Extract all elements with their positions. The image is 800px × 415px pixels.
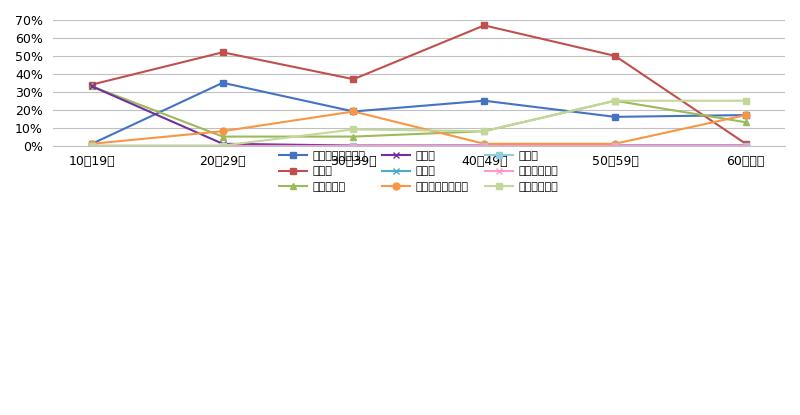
生活の利便性 bbox=[87, 143, 97, 148]
卒　業 bbox=[479, 143, 489, 148]
卒　業 bbox=[87, 143, 97, 148]
交通の利便性 bbox=[741, 143, 750, 148]
転　勤 bbox=[479, 23, 489, 28]
結婚・離婚・縁組 bbox=[87, 141, 97, 146]
就職・転職・転業 bbox=[218, 80, 227, 85]
Line: 生活の利便性: 生活の利便性 bbox=[89, 97, 750, 149]
就職・転職・転業 bbox=[610, 115, 620, 120]
Line: 卒　業: 卒 業 bbox=[89, 142, 750, 149]
住　宅 bbox=[87, 143, 97, 148]
就　学 bbox=[87, 84, 97, 89]
Line: 退職・廃業: 退職・廃業 bbox=[89, 83, 750, 140]
Line: 就職・転職・転業: 就職・転職・転業 bbox=[89, 79, 750, 147]
転　勤 bbox=[87, 82, 97, 87]
就職・転職・転業 bbox=[741, 112, 750, 117]
結婚・離婚・縁組 bbox=[218, 129, 227, 134]
就職・転職・転業 bbox=[349, 109, 358, 114]
生活の利便性 bbox=[741, 98, 750, 103]
Line: 住　宅: 住 宅 bbox=[89, 142, 750, 149]
生活の利便性 bbox=[610, 98, 620, 103]
Line: 就　学: 就 学 bbox=[89, 83, 750, 149]
卒　業 bbox=[218, 143, 227, 148]
就　学 bbox=[218, 141, 227, 146]
就　学 bbox=[741, 143, 750, 148]
結婚・離婚・縁組 bbox=[610, 141, 620, 146]
結婚・離婚・縁組 bbox=[479, 141, 489, 146]
Line: 結婚・離婚・縁組: 結婚・離婚・縁組 bbox=[89, 108, 750, 147]
生活の利便性 bbox=[479, 129, 489, 134]
住　宅 bbox=[218, 143, 227, 148]
転　勤 bbox=[349, 77, 358, 82]
退職・廃業 bbox=[741, 120, 750, 125]
退職・廃業 bbox=[349, 134, 358, 139]
交通の利便性 bbox=[218, 143, 227, 148]
就　学 bbox=[349, 143, 358, 148]
転　勤 bbox=[218, 50, 227, 55]
結婚・離婚・縁組 bbox=[741, 112, 750, 117]
住　宅 bbox=[610, 143, 620, 148]
Legend: 就職・転職・転業, 転　勤, 退職・廃業, 就　学, 卒　業, 結婚・離婚・縁組, 住　宅, 交通の利便性, 生活の利便性: 就職・転職・転業, 転 勤, 退職・廃業, 就 学, 卒 業, 結婚・離婚・縁組… bbox=[275, 146, 563, 197]
就　学 bbox=[610, 143, 620, 148]
生活の利便性 bbox=[349, 127, 358, 132]
住　宅 bbox=[741, 143, 750, 148]
生活の利便性 bbox=[218, 143, 227, 148]
住　宅 bbox=[349, 143, 358, 148]
退職・廃業 bbox=[479, 129, 489, 134]
卒　業 bbox=[741, 143, 750, 148]
就　学 bbox=[479, 143, 489, 148]
転　勤 bbox=[741, 141, 750, 146]
交通の利便性 bbox=[349, 143, 358, 148]
退職・廃業 bbox=[87, 84, 97, 89]
就職・転職・転業 bbox=[87, 141, 97, 146]
転　勤 bbox=[610, 54, 620, 59]
退職・廃業 bbox=[218, 134, 227, 139]
退職・廃業 bbox=[610, 98, 620, 103]
Line: 交通の利便性: 交通の利便性 bbox=[89, 142, 750, 149]
住　宅 bbox=[479, 143, 489, 148]
就職・転職・転業 bbox=[479, 98, 489, 103]
卒　業 bbox=[349, 143, 358, 148]
交通の利便性 bbox=[87, 143, 97, 148]
結婚・離婚・縁組 bbox=[349, 109, 358, 114]
Line: 転　勤: 転 勤 bbox=[89, 22, 750, 147]
交通の利便性 bbox=[479, 143, 489, 148]
卒　業 bbox=[610, 143, 620, 148]
交通の利便性 bbox=[610, 143, 620, 148]
